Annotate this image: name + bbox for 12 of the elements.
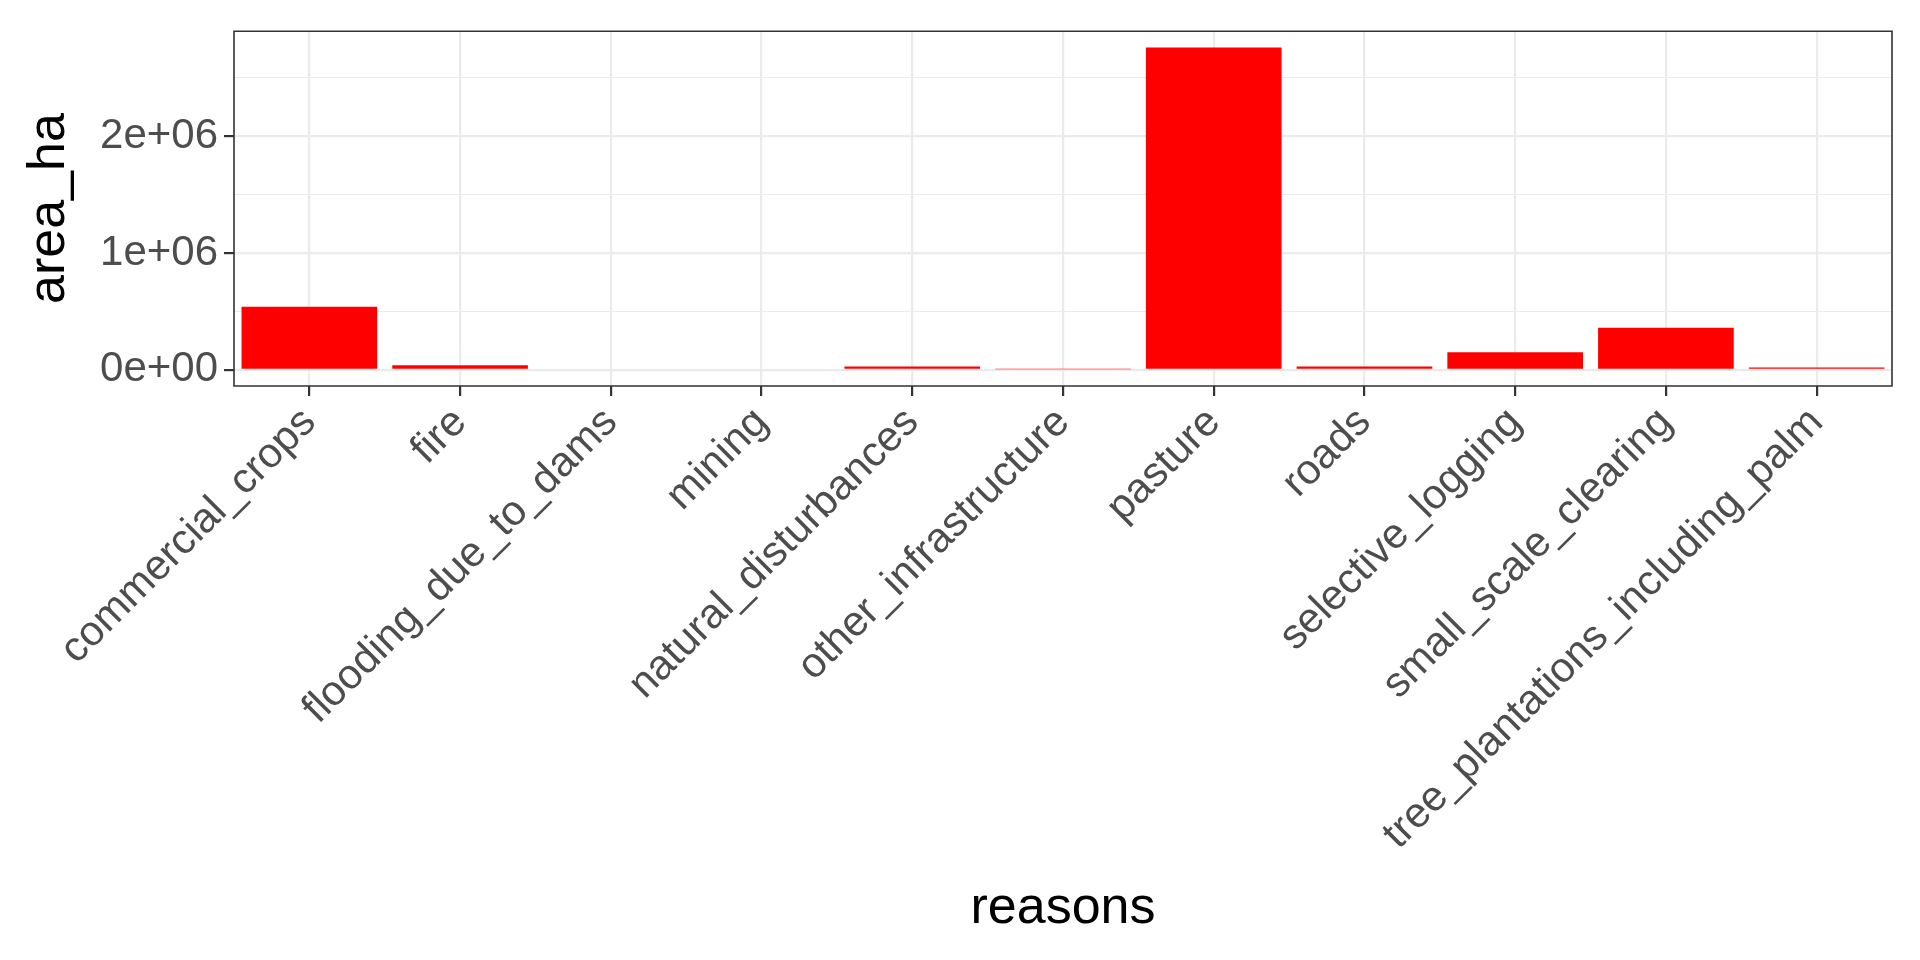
- bar: [1145, 47, 1282, 369]
- y-axis-title: area_ha: [16, 113, 75, 305]
- bar: [844, 366, 981, 369]
- y-tick-label: 0e+00: [100, 343, 218, 391]
- x-axis-title: reasons: [970, 876, 1156, 935]
- bar: [1598, 327, 1734, 369]
- bar: [1447, 352, 1584, 369]
- bar: [392, 365, 528, 369]
- bar: [241, 306, 378, 369]
- bar: [1296, 366, 1433, 369]
- y-tick-label: 1e+06: [100, 226, 218, 274]
- y-tick-label: 2e+06: [100, 109, 218, 157]
